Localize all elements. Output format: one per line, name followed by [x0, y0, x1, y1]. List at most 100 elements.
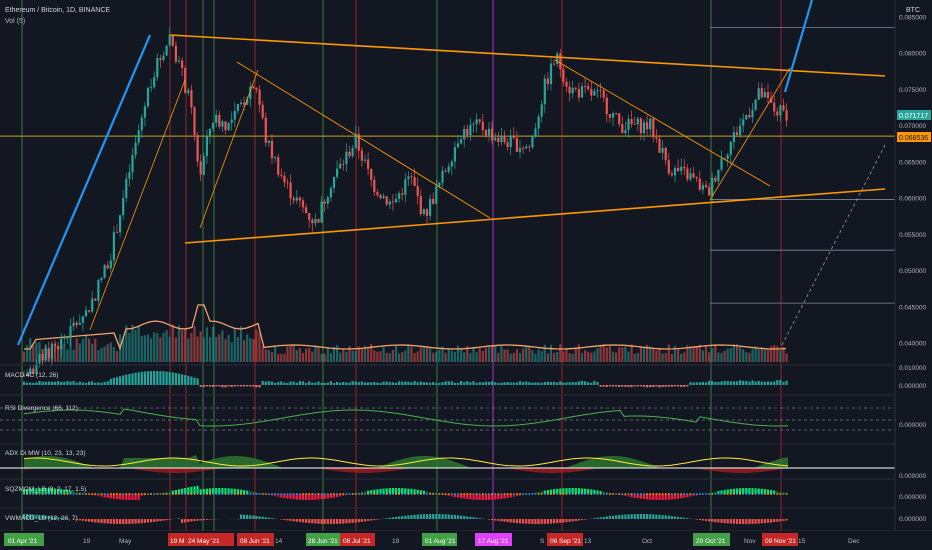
- candle-body: [243, 102, 246, 105]
- vwmacd-bar: [525, 519, 528, 524]
- time-axis[interactable]: 01 Apr '21 19 May 19 M 24 May '21 08 Jun…: [0, 531, 932, 550]
- sqzmom-dot: [209, 493, 211, 495]
- trendlines[interactable]: [16, 0, 886, 346]
- candle-body: [298, 197, 301, 201]
- sqzmom-bar: [491, 494, 494, 500]
- vwmacd-bar: [466, 516, 469, 519]
- vwmacd-bar: [723, 519, 726, 524]
- currency-badge: BTC: [906, 7, 920, 14]
- macd-bar: [673, 385, 677, 387]
- volume-bar: [255, 329, 258, 362]
- macd-bar: [314, 382, 317, 385]
- vwmacd-bar: [562, 519, 565, 523]
- macd-bar: [708, 381, 711, 385]
- time-label-red-box: [168, 533, 186, 546]
- sqzmom-dot: [255, 493, 258, 495]
- candle-body: [587, 86, 590, 90]
- sqzmom-bar: [537, 491, 540, 494]
- sqzmom-bar: [239, 489, 243, 494]
- volume-bar: [103, 346, 106, 362]
- volume-bar: [404, 350, 407, 362]
- sqzmom-bar: [106, 494, 109, 498]
- candle-body: [478, 119, 481, 122]
- vwmacd-bar: [770, 519, 773, 523]
- time-label-red-box: [186, 533, 234, 546]
- macd-bar: [627, 385, 630, 387]
- sqzmom-bar: [779, 491, 782, 494]
- vwmacd-bar: [487, 519, 491, 520]
- sqzmom-bar: [587, 489, 590, 494]
- vwmacd-bar: [639, 514, 642, 519]
- candle-body: [119, 215, 122, 233]
- sqzmom-dot: [175, 493, 177, 495]
- candle-body: [35, 363, 38, 374]
- price-axis[interactable]: 0.085000 0.080000 0.075000 0.070000 0.065000…: [899, 14, 926, 347]
- vwmacd-bar: [630, 514, 633, 519]
- indicator-value-sqzmom: 0.000000: [899, 494, 926, 501]
- sqzmom-bar: [487, 494, 491, 500]
- candles[interactable]: [22, 26, 788, 377]
- vwmacd-bar: [627, 514, 630, 519]
- sqzmom-bar: [53, 488, 57, 494]
- sqzmom-bar: [723, 489, 726, 494]
- volume-bar: [100, 348, 103, 362]
- macd-bar: [745, 381, 748, 385]
- sqzmom-dot: [683, 493, 686, 495]
- macd-bar: [184, 375, 187, 385]
- macd-bar: [450, 381, 453, 385]
- vwmacd-bar: [754, 519, 757, 524]
- sqzmom-dot: [423, 493, 425, 495]
- volume-bar: [159, 337, 162, 362]
- volume-axis-tick: 0.010000: [899, 365, 926, 372]
- macd-bar: [537, 382, 540, 385]
- candle-body: [97, 279, 100, 301]
- price-tick-label: 0.080000: [899, 51, 926, 58]
- volume-bar: [742, 349, 745, 362]
- candle-body: [94, 298, 97, 301]
- volume-bar: [425, 345, 429, 362]
- time-label-pink-box: [475, 533, 512, 546]
- sqzmom-bar: [122, 494, 125, 500]
- macd-bar: [435, 382, 438, 385]
- candle-body: [630, 118, 633, 125]
- sqzmom-dot: [246, 493, 248, 495]
- sqzmom-bar: [342, 494, 345, 496]
- macd-bar: [354, 381, 357, 385]
- macd-bar: [711, 381, 714, 385]
- volume-bar: [26, 345, 29, 362]
- volume-bar: [193, 325, 196, 362]
- volume-bar: [131, 324, 134, 362]
- vwmacd-bar: [695, 519, 698, 520]
- sqzmom-dot: [57, 493, 59, 495]
- sqzmom-bar: [274, 494, 277, 497]
- sqzmom-bar: [115, 494, 119, 500]
- candle-body: [376, 192, 379, 195]
- volume-bar: [599, 345, 602, 362]
- vwmacd-bar: [664, 515, 667, 519]
- vwmacd-bar: [53, 516, 57, 519]
- candle-body: [69, 326, 72, 338]
- sqzmom-dot: [624, 493, 627, 495]
- candle-body: [518, 148, 522, 152]
- macd-bar: [559, 381, 562, 385]
- sqzmom-dot: [429, 493, 431, 495]
- time-label-green-box: [693, 533, 730, 546]
- volume-bar: [410, 346, 413, 362]
- sqzmom-bar: [360, 491, 363, 494]
- candle-body: [754, 99, 757, 110]
- vwmacd-bar: [425, 514, 429, 519]
- macd-bar: [264, 381, 267, 385]
- volume-bar: [593, 351, 596, 362]
- sqzmom-dot: [531, 493, 534, 495]
- sqzmom-dot: [203, 493, 205, 495]
- macd-bar: [196, 378, 199, 385]
- sqzmom-bar: [677, 494, 680, 499]
- candle-body: [78, 322, 81, 326]
- macd-bar: [615, 385, 618, 387]
- macd-bar: [419, 381, 422, 385]
- macd-bar: [53, 381, 57, 385]
- macd-bar: [701, 381, 704, 385]
- macd-bar: [174, 373, 177, 385]
- vwmacd-bar: [329, 519, 332, 524]
